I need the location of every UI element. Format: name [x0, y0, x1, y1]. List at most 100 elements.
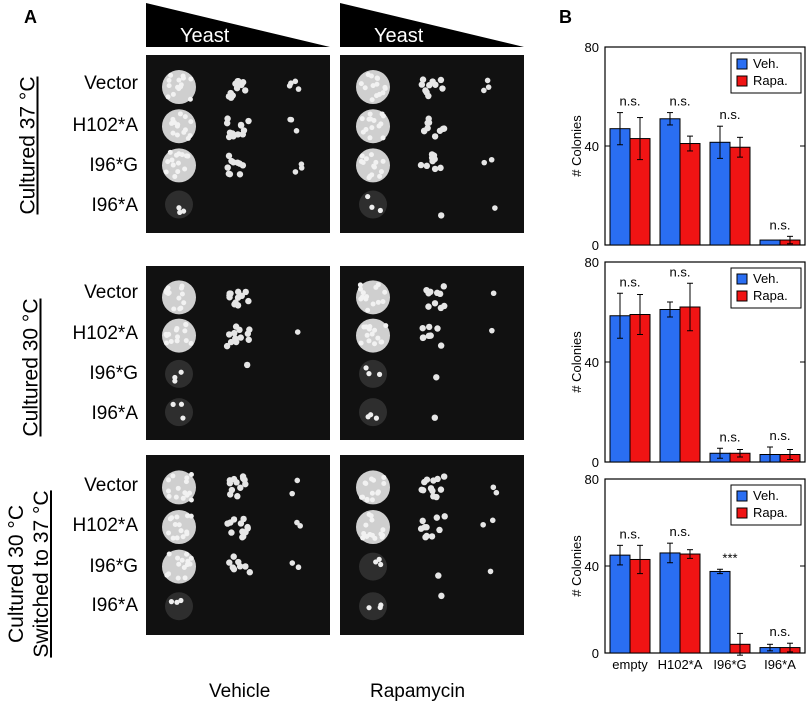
bar-Veh.	[759, 239, 781, 246]
y-tick-label: 80	[585, 40, 599, 55]
colony	[188, 513, 194, 519]
colony	[433, 514, 441, 521]
significance-label: n.s.	[770, 217, 791, 232]
x-tick-label: I96*G	[713, 657, 746, 672]
colony	[188, 497, 194, 503]
colony	[172, 374, 178, 381]
colony	[176, 561, 182, 567]
colony	[357, 286, 363, 292]
y-axis-label: # Colonies	[569, 115, 584, 177]
colony	[418, 81, 426, 88]
colony	[234, 302, 242, 309]
colony	[170, 162, 176, 168]
colony	[224, 115, 231, 122]
colony	[173, 327, 179, 333]
bar-Rapa.	[729, 146, 751, 246]
colony	[372, 341, 378, 347]
strain-label: I96*G	[89, 363, 138, 384]
colony	[379, 339, 385, 345]
bar-Veh.	[609, 128, 631, 246]
colony	[435, 572, 442, 579]
colony	[238, 292, 245, 300]
colony	[365, 307, 371, 313]
plate-photo-30-vehicle	[146, 266, 330, 440]
colony	[488, 156, 495, 163]
colony	[433, 493, 440, 501]
significance-label: n.s.	[770, 624, 791, 639]
yeast-wedge-rapamycin: Yeast	[340, 3, 524, 47]
colony	[165, 159, 171, 165]
colony	[176, 522, 182, 528]
colony	[229, 564, 236, 571]
colony	[165, 94, 171, 100]
column-label-vehicle: Vehicle	[209, 681, 271, 702]
colony	[431, 414, 439, 421]
colony	[166, 77, 172, 83]
yeast-spot	[165, 398, 193, 427]
colony	[375, 490, 381, 496]
colony	[364, 332, 370, 338]
colony	[363, 156, 369, 162]
colony	[181, 129, 187, 135]
colony	[439, 85, 446, 92]
colony	[236, 326, 243, 334]
colony	[367, 111, 373, 117]
legend-label: Rapa.	[753, 73, 788, 88]
colony	[292, 169, 299, 175]
strain-label: I96*G	[89, 155, 138, 176]
significance-label: n.s.	[720, 107, 741, 122]
colony	[184, 513, 190, 519]
colony	[289, 490, 295, 497]
significance-label: n.s.	[620, 274, 641, 289]
colony	[433, 374, 440, 381]
colony	[172, 174, 178, 180]
colony	[437, 164, 444, 172]
colony	[184, 153, 190, 159]
colony	[227, 519, 234, 526]
colony	[188, 555, 194, 561]
colony	[441, 513, 448, 520]
colony	[172, 521, 178, 527]
strain-label: Vector	[84, 282, 138, 303]
colony	[180, 75, 186, 81]
colony	[168, 599, 175, 605]
legend-swatch	[736, 490, 748, 502]
x-tick-label: empty	[612, 657, 648, 672]
strain-label: I96*A	[91, 595, 138, 616]
colony	[173, 494, 179, 500]
colony	[423, 162, 431, 170]
colony	[239, 162, 247, 169]
colony	[228, 157, 235, 165]
colony	[236, 563, 244, 570]
colony	[437, 212, 445, 219]
y-axis-label: # Colonies	[569, 331, 584, 393]
colony	[382, 84, 388, 90]
colony	[380, 135, 386, 141]
colony	[431, 165, 439, 173]
colony	[170, 91, 176, 97]
colony	[165, 285, 171, 291]
colony	[176, 77, 182, 83]
legend-label: Veh.	[753, 56, 779, 71]
colony	[166, 493, 172, 499]
colony	[188, 119, 194, 125]
colony	[169, 157, 175, 163]
colony	[360, 290, 366, 296]
group-label-30: Cultured 30 °C	[19, 298, 43, 437]
colony	[372, 327, 378, 333]
colony	[440, 473, 448, 480]
colony	[489, 327, 495, 334]
colony	[239, 473, 247, 480]
colony	[234, 131, 242, 138]
colony	[364, 294, 370, 300]
colony	[428, 533, 436, 540]
colony	[369, 490, 375, 496]
colony	[425, 323, 433, 331]
colony	[373, 159, 379, 165]
colony	[170, 401, 176, 407]
colony	[362, 85, 368, 91]
colony	[371, 117, 377, 123]
colony	[378, 531, 384, 537]
colony	[358, 296, 364, 302]
colony	[183, 322, 189, 328]
